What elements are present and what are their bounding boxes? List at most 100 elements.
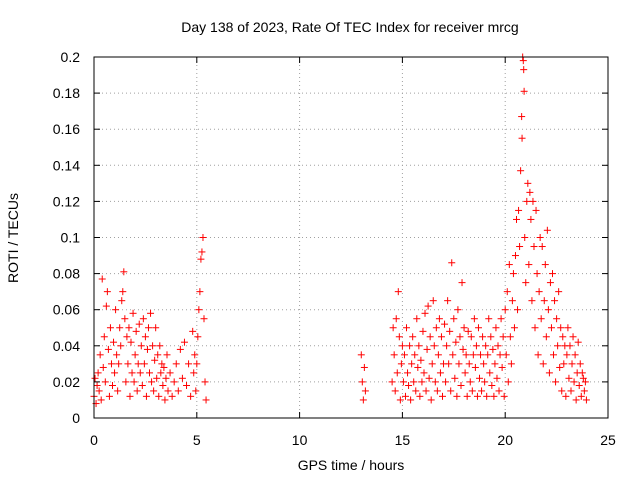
data-point [483,392,491,400]
data-point [425,374,433,382]
data-point [572,396,580,404]
data-point [133,387,141,395]
data-point [161,396,169,404]
data-point [445,360,453,368]
data-point [109,382,117,390]
data-point [571,351,579,359]
data-point [526,188,534,196]
data-point [566,342,574,350]
data-point [418,378,426,386]
chart-title: Day 138 of 2023, Rate Of TEC Index for r… [181,19,518,35]
data-point [128,369,136,377]
data-point [467,333,475,341]
data-point [575,382,583,390]
data-point [118,297,126,305]
data-point [153,374,161,382]
data-point [127,338,135,346]
data-point [426,333,434,341]
data-point [427,396,435,404]
data-point [476,374,483,382]
data-point [137,342,145,350]
data-point [494,342,502,350]
data-point [190,369,198,377]
data-point [581,378,589,386]
data-point [361,387,369,395]
data-point [434,351,442,359]
data-point [409,333,417,341]
data-point [514,306,522,314]
data-point [405,382,413,390]
data-point [407,396,415,404]
data-point [126,392,134,400]
data-point [576,360,584,368]
data-point [553,315,561,323]
data-point [198,248,206,256]
data-point [120,268,128,276]
data-point [170,378,178,386]
data-point [448,259,456,267]
data-point [458,279,466,287]
x-tick-labels: 0 5 10 15 20 25 [90,432,616,448]
data-point [124,360,132,368]
data-point [470,315,478,323]
data-point [525,261,533,269]
data-point [410,378,418,386]
data-point [554,342,562,350]
data-point [146,369,154,377]
x-tick-label: 5 [193,432,201,448]
data-point [138,382,146,390]
data-point [533,270,541,278]
data-point [148,378,156,386]
data-point [455,360,463,368]
data-point [521,234,529,241]
data-point [457,382,465,390]
data-point [174,387,182,395]
data-point [97,396,105,404]
data-point [114,387,122,395]
data-point [406,342,414,350]
data-point [121,315,129,323]
data-point [176,345,184,353]
data-point [515,206,523,214]
data-point [531,324,539,332]
data-point [491,360,499,368]
data-point [519,57,527,65]
data-point [94,369,102,377]
data-point [557,324,565,332]
data-point [429,297,437,305]
data-point [431,378,439,386]
data-point [105,392,113,400]
data-point [158,360,166,368]
data-point [556,363,564,371]
y-tick-label: 0.08 [53,266,80,282]
data-point [168,392,176,400]
data-point [129,309,137,317]
data-point [159,382,167,390]
data-point [577,392,585,400]
data-point [558,387,566,395]
data-point [411,351,419,359]
data-point [419,327,427,335]
data-point [134,360,142,368]
data-point [136,369,144,377]
data-point [468,387,476,395]
data-point [453,392,461,400]
data-point [201,378,209,386]
data-point [474,324,482,332]
data-point [200,315,208,323]
data-point [117,342,125,350]
data-point [393,369,401,377]
data-point [523,197,531,205]
data-point [465,360,473,368]
data-point [154,351,162,359]
data-point [529,197,537,205]
data-point [123,333,131,341]
data-point [507,360,515,368]
data-point [543,226,551,234]
data-point [98,275,106,283]
data-point [565,374,573,382]
data-point [102,302,110,310]
data-point [528,297,536,305]
data-point [535,288,543,296]
data-point [551,297,559,305]
